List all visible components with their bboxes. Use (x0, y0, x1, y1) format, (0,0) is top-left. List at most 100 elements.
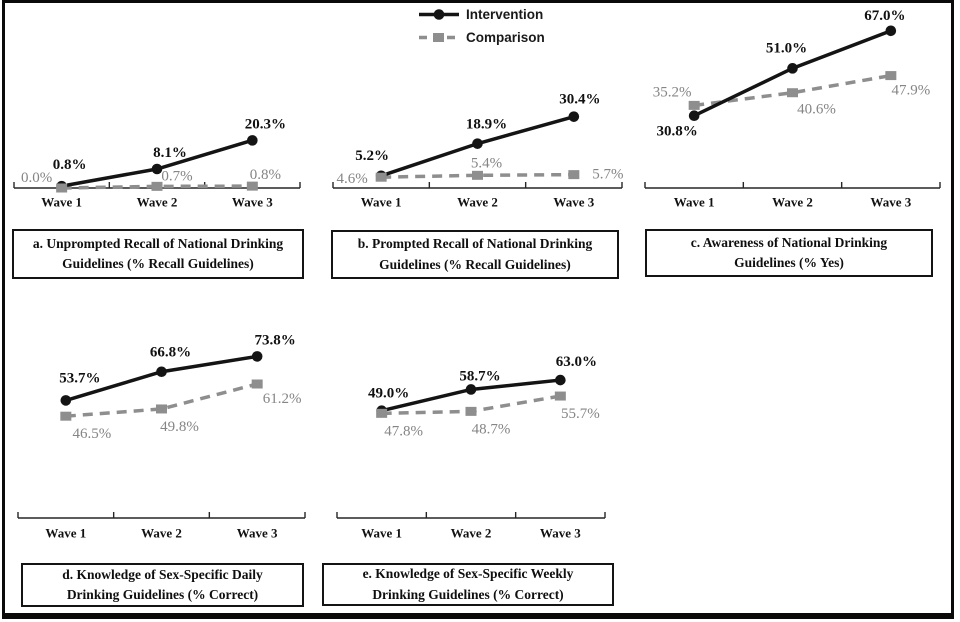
intervention-label-b: 5.2% (355, 148, 389, 164)
legend-item-intervention: Intervention (418, 6, 545, 23)
comparison-point-b (375, 172, 387, 182)
panel-title-line: b. Prompted Recall of National Drinking (357, 236, 593, 252)
panel-title-d: d. Knowledge of Sex-Specific Daily Drinki… (21, 563, 304, 607)
intervention-point-b (568, 111, 580, 122)
comparison-label-a: 0.8% (250, 167, 281, 183)
comparison-line-a (61, 184, 253, 190)
comparison-label-d: 61.2% (263, 391, 302, 407)
comparison-point-c (787, 88, 798, 98)
intervention-point-d (251, 351, 263, 362)
comparison-label-d: 46.5% (72, 426, 111, 442)
comparison-point-b (472, 170, 483, 180)
comparison-label-c: 47.9% (891, 83, 930, 99)
comparison-point-c (885, 71, 897, 81)
legend-item-comparison: Comparison (418, 29, 545, 46)
panel-title-line: Guidelines (% Recall Guidelines) (379, 256, 571, 272)
comparison-point-e (465, 406, 477, 416)
x-tick-label-b: Wave 1 (361, 195, 402, 210)
intervention-point-d (60, 395, 72, 406)
panel-title-e: e. Knowledge of Sex-Specific Weekly Drink… (322, 563, 614, 606)
comparison-label-b: 5.4% (471, 155, 502, 171)
intervention-label-b: 30.4% (559, 92, 600, 108)
x-tick-label-b: Wave 2 (457, 195, 498, 210)
intervention-label-b: 18.9% (466, 117, 507, 133)
intervention-point-c (787, 63, 798, 74)
comparison-label-e: 55.7% (561, 406, 600, 422)
x-tick-label-d: Wave 1 (45, 526, 86, 541)
comparison-point-a (56, 183, 68, 193)
panel-title-line: c. Awareness of National Drinking (690, 234, 888, 250)
comparison-label-a: 0.7% (161, 168, 192, 184)
x-tick-label-c: Wave 2 (772, 195, 813, 210)
comparison-label-c: 40.6% (797, 102, 836, 118)
intervention-label-e: 58.7% (459, 368, 500, 384)
comparison-dash-marker-icon (419, 33, 459, 42)
comparison-label-e: 47.8% (384, 423, 423, 439)
intervention-point-d (156, 366, 167, 378)
intervention-line-marker-icon (419, 9, 459, 20)
panel-title-c: c. Awareness of National Drinking Guideli… (645, 229, 933, 277)
intervention-point-e (555, 374, 566, 386)
intervention-label-d: 73.8% (255, 332, 296, 348)
panel-title-line: e. Knowledge of Sex-Specific Weekly (362, 566, 574, 582)
legend-label-intervention: Intervention (466, 7, 544, 22)
x-tick-label-e: Wave 3 (540, 526, 581, 541)
intervention-label-a: 8.1% (153, 145, 187, 161)
x-tick-label-d: Wave 3 (237, 526, 278, 541)
x-tick-label-b: Wave 3 (553, 195, 594, 210)
comparison-point-a (151, 181, 163, 191)
panel-title-line: a. Unprompted Recall of National Drinkin… (32, 235, 284, 251)
intervention-point-a (247, 135, 258, 146)
comparison-label-b: 5.7% (592, 167, 623, 183)
comparison-label-e: 48.7% (472, 421, 511, 437)
panel-title-line: Guidelines (% Recall Guidelines) (62, 256, 254, 271)
comparison-point-a (246, 181, 258, 191)
intervention-label-c: 51.0% (766, 40, 807, 56)
comparison-point-e (554, 391, 566, 401)
intervention-point-c (688, 110, 700, 122)
comparison-point-c (688, 100, 700, 110)
intervention-label-a: 20.3% (245, 116, 286, 132)
comparison-label-c: 35.2% (653, 84, 692, 100)
intervention-point-c (885, 25, 897, 37)
intervention-label-c: 67.0% (864, 8, 905, 24)
comparison-line-b (381, 172, 574, 179)
x-tick-label-e: Wave 1 (361, 526, 402, 541)
intervention-label-a: 0.8% (53, 157, 87, 173)
x-tick-label-e: Wave 2 (451, 526, 492, 541)
panel-title-line: Drinking Guidelines (% Correct) (66, 587, 259, 602)
intervention-label-d: 66.8% (150, 345, 191, 361)
x-tick-label-c: Wave 3 (870, 195, 911, 210)
comparison-label-a: 0.0% (21, 170, 52, 186)
comparison-point-d (156, 404, 167, 414)
intervention-point-b (472, 138, 483, 149)
comparison-point-b (568, 170, 580, 180)
panel-title-a: a. Unprompted Recall of National Drinkin… (12, 229, 304, 279)
intervention-label-e: 49.0% (368, 386, 409, 402)
panel-title-line: Guidelines (% Yes) (734, 255, 844, 270)
comparison-label-d: 49.8% (160, 419, 199, 435)
comparison-point-d (251, 379, 263, 389)
x-tick-label-a: Wave 1 (41, 195, 82, 210)
x-tick-label-a: Wave 3 (232, 195, 273, 210)
x-tick-label-d: Wave 2 (141, 526, 182, 541)
comparison-point-d (60, 411, 72, 421)
intervention-label-d: 53.7% (59, 370, 100, 386)
legend: Intervention Comparison (418, 6, 545, 46)
comparison-label-b: 4.6% (337, 171, 368, 187)
legend-label-comparison: Comparison (466, 30, 545, 45)
x-tick-label-a: Wave 2 (137, 195, 178, 210)
x-tick-label-c: Wave 1 (674, 195, 715, 210)
comparison-line-d (65, 382, 258, 418)
intervention-label-e: 63.0% (556, 354, 597, 370)
intervention-label-c: 30.8% (657, 124, 698, 140)
intervention-point-e (465, 384, 477, 395)
intervention-point-a (151, 163, 163, 175)
panel-title-line: d. Knowledge of Sex-Specific Daily (62, 566, 263, 582)
panel-title-line: Drinking Guidelines (% Correct) (372, 586, 564, 602)
panel-title-b: b. Prompted Recall of National Drinking G… (331, 230, 619, 279)
comparison-point-e (376, 408, 388, 418)
